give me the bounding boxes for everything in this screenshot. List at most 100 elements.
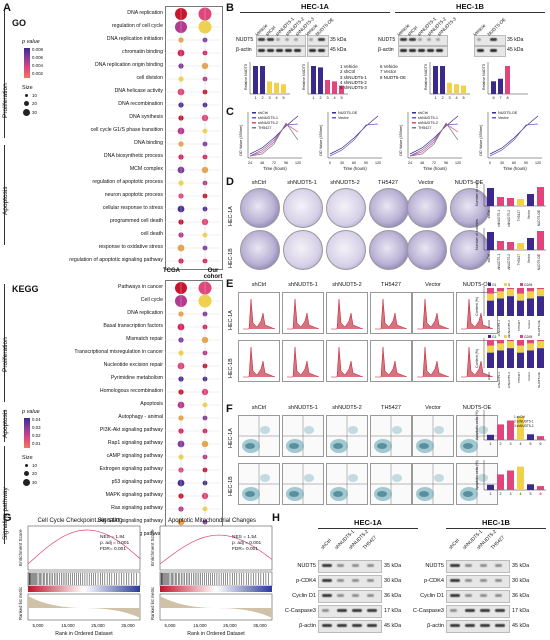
b-bar-3-2 <box>505 66 510 94</box>
kegg-term-10: Autophagy - animal <box>118 414 163 420</box>
b-hec1a-header: HEC-1A <box>301 2 329 11</box>
b-ylabel-3: Relative NUDT5 <box>482 64 486 90</box>
h-band-0-2-2 <box>352 594 359 597</box>
b-b-kda-35: 35 kDa <box>507 37 524 43</box>
kegg-proliferation-bracket <box>4 284 5 402</box>
kegg-size-dot-30 <box>23 479 30 486</box>
b-bar-1-1 <box>318 67 323 94</box>
h-lane-0-0: shCtrl <box>320 538 333 551</box>
h-band-1-3-2 <box>480 609 490 612</box>
g-xtick-0-3: 35,000 <box>121 623 135 628</box>
c-legend-0-0: shCtrl <box>258 111 268 115</box>
c-legend-2-1: shNUDT5-1 <box>418 116 438 120</box>
e-legend-sw-0-2 <box>520 283 523 286</box>
d-bar-0-2 <box>507 198 514 206</box>
b-hec1a-rule <box>240 12 390 13</box>
d-bar-1-1 <box>497 241 504 250</box>
e-seg-0-5-2 <box>537 288 544 290</box>
f-xtick-0-1: 2 <box>500 442 502 446</box>
b-bar-1-3 <box>332 81 337 94</box>
kegg-size-tick-1: 10 <box>32 463 37 468</box>
b-a-blot-nudt5 <box>256 35 306 46</box>
e-xtick-0-3: TH5427 <box>517 320 521 331</box>
g-xtick-0-1: 15,000 <box>61 623 75 628</box>
b-b2-lane-1: NUDT5-OE <box>486 16 507 37</box>
panel-letter-c: C <box>226 106 234 118</box>
c-xtick-2-0: 24 <box>408 161 412 165</box>
f-col-3: TH5427 <box>381 405 401 411</box>
e-seg-1-3-2 <box>517 340 524 346</box>
c-series-2-3 <box>409 122 459 157</box>
f-bar-0-0 <box>487 434 494 440</box>
b-b-protein-nudt5: NUDT5 <box>378 37 396 43</box>
h-blot-1-3 <box>446 605 510 618</box>
e-hist-0-0 <box>238 292 280 334</box>
h-band-0-3-3 <box>367 609 377 612</box>
e-seg-0-4-2 <box>527 288 534 292</box>
c-xlabel-0: Time (hours) <box>263 166 287 171</box>
e-hist-1-2 <box>326 340 368 382</box>
h-band-1-2-3 <box>495 594 502 597</box>
b-a-actin-band-2 <box>276 49 283 52</box>
f-bar-1-5 <box>537 486 544 490</box>
d-ylabel-0: Number of colonies <box>475 180 479 206</box>
f-scatter-svg <box>327 416 367 456</box>
h-band-0-2-3 <box>367 594 374 597</box>
c-legend-0-1: shNUDT5-1 <box>258 116 278 120</box>
d-plate-0-5 <box>450 188 490 228</box>
kegg-pvalue-colorbar <box>24 418 30 448</box>
d-xtick-0-4: Vector <box>527 209 531 219</box>
f-xtick-0-2: 3 <box>510 442 512 446</box>
h-protein-1-2: Cyclin D1 <box>420 593 444 599</box>
b-a-actin-band-3 <box>285 49 292 52</box>
e-legend-0-1: S <box>508 283 511 287</box>
kegg-pvalue-tick-3: 0.02 <box>32 433 41 438</box>
b-b-nudt5-band-1 <box>409 38 416 41</box>
b-a2-actin-band-1 <box>318 49 325 52</box>
d-plate-0-0 <box>240 188 280 228</box>
go-term-11: DNA biosynthetic process <box>103 153 163 159</box>
e-legend-1-1: S <box>508 335 511 339</box>
f-scatter-1-1 <box>282 463 324 505</box>
e-hist-0-3 <box>370 292 412 334</box>
c-legend-swatch-2-3 <box>412 127 416 129</box>
e-hist-svg <box>417 346 450 378</box>
e-seg-1-3-0 <box>517 352 524 368</box>
e-seg-0-2-0 <box>507 296 514 316</box>
f-scatter-0-2 <box>326 415 368 457</box>
go-col-our-cohort: Our cohort <box>203 268 223 280</box>
c-legend-0-2: shNUDT5-2 <box>258 121 278 125</box>
e-seg-1-5-1 <box>537 341 544 349</box>
f-bar-0-3 <box>517 416 524 440</box>
b-bar-1-4 <box>339 85 344 94</box>
h-protein-1-1: p-CDK4 <box>424 578 444 584</box>
h-band-1-1-2 <box>480 579 487 582</box>
e-col-2: shNUDT5-2 <box>332 282 362 288</box>
b-a-kda-35: 35 kDa <box>330 37 347 43</box>
e-seg-1-2-0 <box>507 348 514 368</box>
g-metric-area-0 <box>28 596 140 618</box>
kegg-pvalue-tick-4: 0.01 <box>32 441 41 446</box>
h-band-0-1-3 <box>367 579 374 582</box>
kegg-term-18: JAK-STAT signaling pathway <box>96 518 163 524</box>
e-seg-1-0-0 <box>487 352 494 368</box>
b-b-nudt5-band-0 <box>400 38 407 41</box>
kegg-legend-pvalue-label: p value <box>22 409 40 415</box>
f-apoptosis-bars: Apoptotic cells (%) 1 2 3 4 5 6 Apoptotic cells… <box>475 410 546 496</box>
e-ylabel-1: Content (%) <box>475 349 479 368</box>
d-plate-0-2 <box>326 188 366 228</box>
g-padj-1: p. adj = 0.001 <box>232 540 262 546</box>
h-band-0-0-0 <box>322 564 332 567</box>
c-xtick-3-3: 90 <box>524 161 528 165</box>
e-legend-sw-0-0 <box>488 283 491 286</box>
panel-letter-d: D <box>226 176 234 188</box>
b-xtick-2-4: 5 <box>462 96 464 100</box>
b-b-nudt5-band-2 <box>418 38 422 41</box>
c-xtick-1-2: 60 <box>352 161 356 165</box>
h-protein-1-0: NUDT5 <box>425 563 444 569</box>
c-xtick-3-1: 30 <box>500 161 504 165</box>
e-legend-sw-0-1 <box>504 283 507 286</box>
e-xtick-1-4: Vector <box>527 372 531 381</box>
b-xtick-0-2: 3 <box>268 96 270 100</box>
f-col-1: shNUDT5-1 <box>288 405 318 411</box>
